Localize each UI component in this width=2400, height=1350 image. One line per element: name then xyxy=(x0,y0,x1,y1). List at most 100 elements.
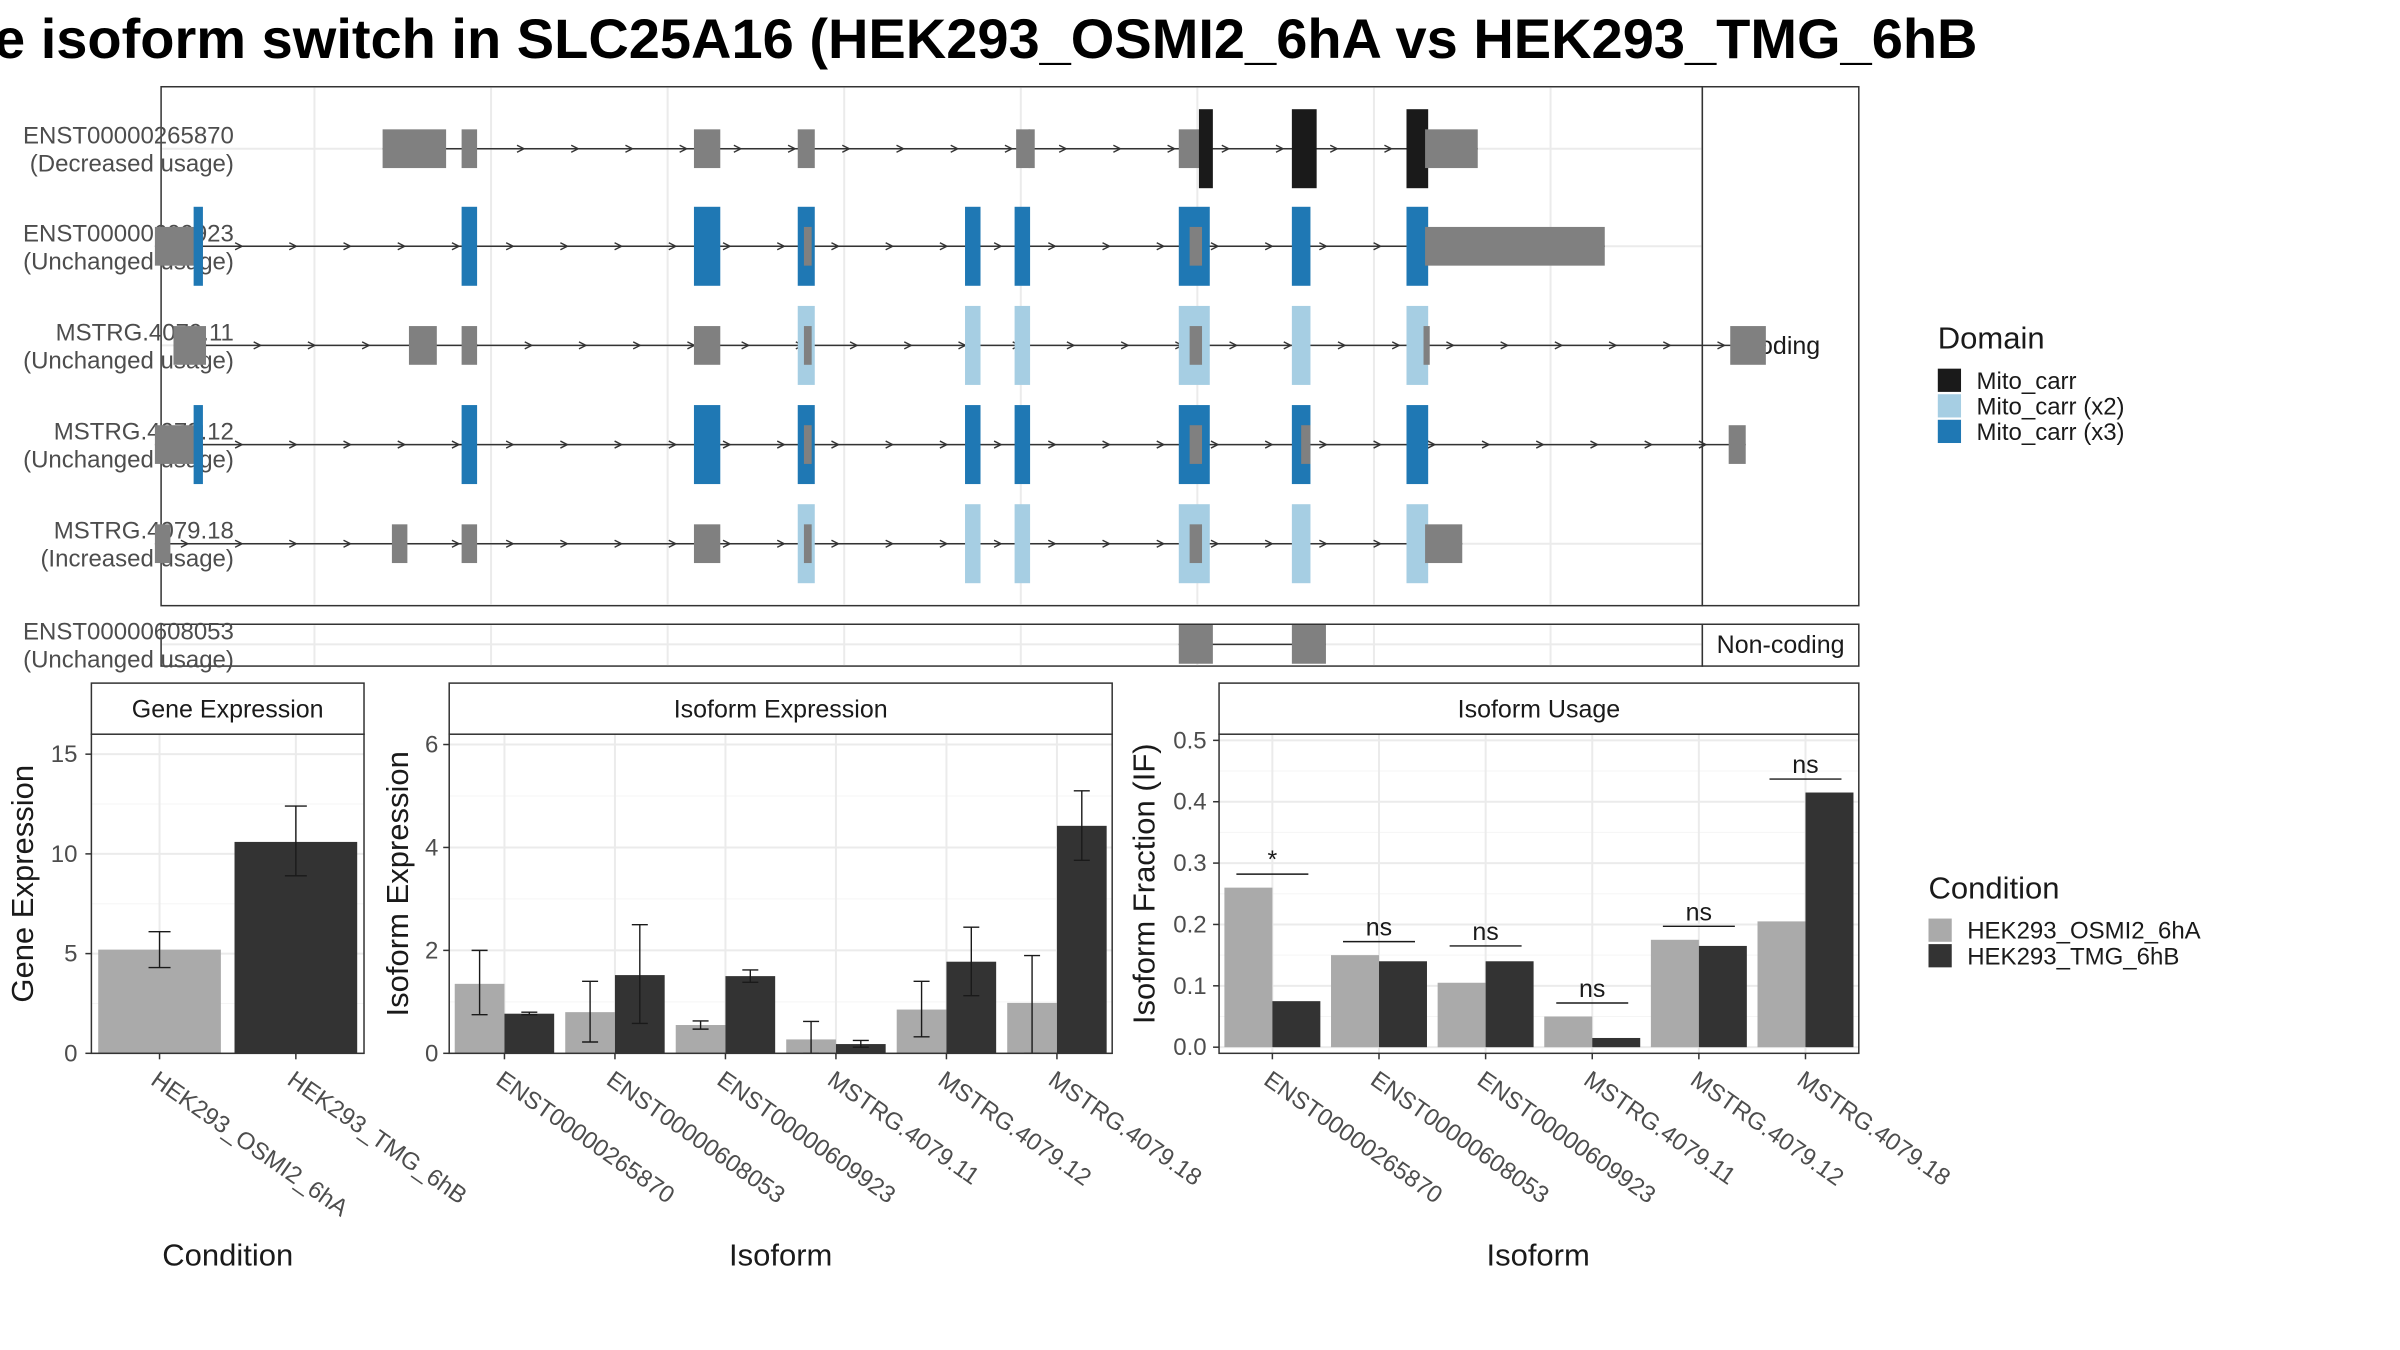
strand-arrow xyxy=(1319,539,1328,548)
y-tick-label: 0.3 xyxy=(1173,850,1206,877)
strand-arrow xyxy=(307,341,317,350)
legend-label: HEK293_OSMI2_6hA xyxy=(1967,918,2200,945)
bar xyxy=(1485,961,1534,1048)
transcript-id: MSTRG.4079.12 xyxy=(54,419,234,446)
strand-arrow xyxy=(1264,440,1274,449)
strand-arrow xyxy=(570,144,580,153)
domain-exon xyxy=(1406,405,1429,485)
panel-strip xyxy=(1218,682,1860,735)
exon xyxy=(1028,129,1035,169)
strand-arrow xyxy=(505,440,515,449)
domain-exon xyxy=(1291,405,1311,485)
y-tick-label: 6 xyxy=(425,732,438,759)
strand-arrow xyxy=(1048,440,1057,449)
y-tick-label: 15 xyxy=(51,741,78,768)
strand-arrow xyxy=(776,539,786,548)
y-tick-label: 4 xyxy=(425,834,438,861)
strand-arrow xyxy=(993,440,1003,449)
bar xyxy=(1592,1037,1641,1048)
strand-arrow xyxy=(1102,539,1112,548)
strand-arrow xyxy=(505,242,515,251)
transcript-id: ENST00000265870 xyxy=(23,123,234,150)
exon xyxy=(1425,524,1463,564)
legend-label: Mito_carr (x2) xyxy=(1977,393,2125,420)
strand-arrow xyxy=(1319,440,1328,449)
strand-arrow xyxy=(234,539,244,548)
transcript-row: ENST00000609923(Unchanged usage) xyxy=(23,206,1702,286)
y-axis-title: Isoform Expression xyxy=(380,751,415,1016)
strand-arrow xyxy=(288,242,298,251)
strand-arrow xyxy=(733,144,743,153)
panel-frame xyxy=(90,733,365,1055)
y-tick-label: 5 xyxy=(64,941,77,968)
exon xyxy=(693,524,721,564)
panel-frame xyxy=(448,733,1113,1055)
strand-arrow xyxy=(1210,539,1220,548)
strand-arrow xyxy=(632,341,642,350)
bar xyxy=(1224,887,1273,1048)
legend-swatch xyxy=(1937,368,1962,392)
strand-arrow xyxy=(1102,440,1112,449)
bar xyxy=(1544,1016,1593,1048)
strand-arrow xyxy=(180,539,190,548)
strand-arrow xyxy=(903,341,913,350)
domain-exon xyxy=(193,405,203,485)
bar xyxy=(1805,792,1854,1048)
transcript-id: MSTRG.4079.11 xyxy=(56,319,234,346)
transcript-row: MSTRG.4079.12(Unchanged usage) xyxy=(23,405,1746,485)
legend-swatch xyxy=(1928,944,1952,968)
exon xyxy=(154,425,185,464)
strand-arrow xyxy=(841,144,851,153)
strand-arrow xyxy=(1373,242,1383,251)
transcript-row: MSTRG.4079.11(Unchanged usage) xyxy=(23,305,1766,385)
x-axis-title: Condition xyxy=(162,1238,293,1273)
exon xyxy=(1189,425,1203,464)
strand-arrow xyxy=(1120,341,1130,350)
strand-arrow xyxy=(1221,144,1231,153)
strand-arrow xyxy=(560,539,569,548)
strand-arrow xyxy=(397,440,407,449)
transcript-id: MSTRG.4079.18 xyxy=(54,518,234,545)
strand-arrow xyxy=(1337,341,1347,350)
strand-arrow xyxy=(1156,242,1166,251)
strand-arrow xyxy=(397,242,407,251)
exon xyxy=(408,326,437,365)
exon xyxy=(154,226,185,266)
domain-exon xyxy=(693,405,721,485)
strand-arrow xyxy=(1590,440,1600,449)
strand-arrow xyxy=(1275,144,1285,153)
domain-exon xyxy=(1291,109,1317,189)
strand-arrow xyxy=(234,440,244,449)
strand-arrow xyxy=(524,341,534,350)
panel-frame xyxy=(1218,733,1860,1055)
strand-arrow xyxy=(722,539,732,548)
exon xyxy=(1189,326,1203,365)
strand-arrow xyxy=(939,242,949,251)
strand-arrow xyxy=(1481,440,1491,449)
exon xyxy=(173,326,207,365)
strand-arrow xyxy=(939,440,949,449)
strand-arrow xyxy=(1554,341,1564,350)
legend-label: Mito_carr xyxy=(1977,368,2077,395)
bar xyxy=(1437,982,1486,1048)
strand-arrow xyxy=(1113,144,1122,153)
panel-title: Gene Expression xyxy=(132,696,324,724)
exon xyxy=(1423,326,1430,365)
exon xyxy=(461,129,478,169)
strand-arrow xyxy=(1048,539,1057,548)
exon xyxy=(1425,226,1605,266)
significance-label: ns xyxy=(1686,898,1712,926)
strand-arrow xyxy=(234,242,244,251)
bar xyxy=(1272,1001,1321,1048)
strand-arrow xyxy=(668,242,678,251)
domain-exon xyxy=(965,206,981,286)
domain-exon xyxy=(1198,109,1213,189)
y-tick-label: 0.0 xyxy=(1173,1034,1206,1061)
exon xyxy=(1189,524,1203,564)
strand-arrow xyxy=(1373,440,1383,449)
bar-panels: Gene Expression051015HEK293_OSMI2_6hAHEK… xyxy=(5,682,1955,1273)
strand-arrow xyxy=(343,440,353,449)
strand-arrow xyxy=(614,539,624,548)
strand-arrow xyxy=(1698,440,1708,449)
